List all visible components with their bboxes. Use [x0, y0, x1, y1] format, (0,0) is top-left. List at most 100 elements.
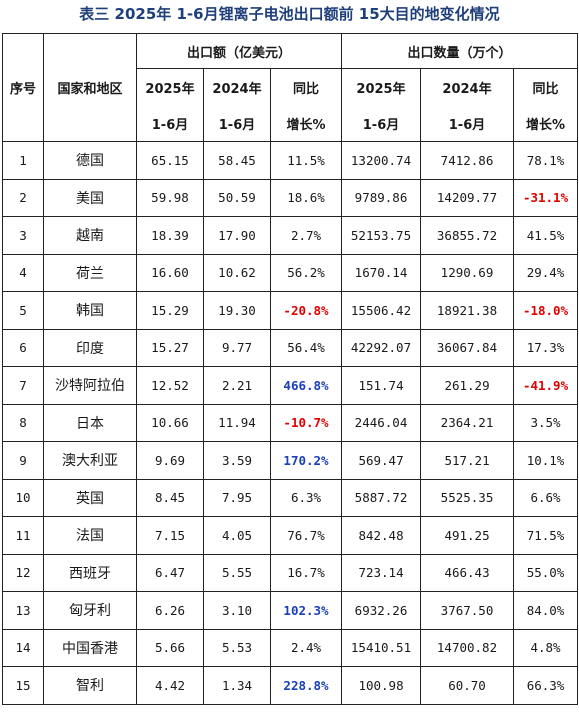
quantity-2024: 3767.50	[420, 591, 515, 630]
quantity-2025: 151.74	[341, 366, 422, 405]
quantity-2024: 5525.35	[420, 478, 515, 517]
header-quantity-group: 出口数量（万个）	[341, 33, 579, 69]
row-index: 2	[2, 178, 44, 217]
header-qty-yoy-unit: 增长%	[513, 105, 579, 142]
quantity-2025: 6932.26	[341, 591, 422, 630]
quantity-2025: 5887.72	[341, 478, 422, 517]
header-amount-2024-period: 1-6月	[203, 105, 271, 142]
quantity-2024: 60.70	[420, 666, 515, 705]
row-index: 12	[2, 553, 44, 592]
table-row: 11 法国 7.15 4.05 76.7% 842.48 491.25 71.5%	[2, 516, 579, 555]
row-index: 7	[2, 366, 44, 405]
row-index: 6	[2, 328, 44, 367]
header-qty-2025-period: 1-6月	[341, 105, 422, 142]
amount-yoy: 16.7%	[269, 553, 343, 592]
row-index: 9	[2, 441, 44, 480]
amount-yoy: -10.7%	[269, 403, 343, 442]
quantity-2025: 9789.86	[341, 178, 422, 217]
header-amount-2025: 2025年	[136, 68, 204, 105]
amount-2024: 3.10	[203, 591, 271, 630]
amount-yoy: 102.3%	[269, 591, 343, 630]
quantity-yoy-value: 84.0%	[526, 602, 565, 618]
quantity-2025: 42292.07	[341, 328, 422, 367]
quantity-yoy-value: 66.3%	[526, 677, 565, 693]
row-index: 14	[2, 628, 44, 667]
amount-yoy: 56.4%	[269, 328, 343, 367]
region-name: 匈牙利	[43, 591, 137, 630]
region-name: 澳大利亚	[43, 441, 137, 480]
table-row: 5 韩国 15.29 19.30 -20.8% 15506.42 18921.38 -18.0…	[2, 291, 579, 330]
amount-yoy-value: 18.6%	[287, 190, 325, 206]
amount-yoy: 6.3%	[269, 478, 343, 517]
row-index: 8	[2, 403, 44, 442]
amount-yoy: 11.5%	[269, 141, 343, 180]
header-region: 国家和地区	[43, 33, 137, 142]
quantity-yoy-value: 3.5%	[530, 415, 561, 431]
amount-yoy: 228.8%	[269, 666, 343, 705]
amount-yoy-value: 11.5%	[287, 152, 325, 168]
region-name: 德国	[43, 141, 137, 180]
export-table: 序号 国家和地区 出口额（亿美元） 出口数量（万个） 2025年 2024年 同…	[2, 33, 579, 705]
row-index: 5	[2, 291, 44, 330]
quantity-yoy: 55.0%	[513, 553, 579, 592]
header-amount-yoy: 同比	[269, 68, 343, 105]
region-name: 智利	[43, 666, 137, 705]
quantity-yoy-value: -31.1%	[522, 190, 569, 206]
amount-yoy-value: -10.7%	[283, 415, 329, 431]
row-index: 3	[2, 216, 44, 255]
header-amount-2024: 2024年	[203, 68, 271, 105]
region-name: 西班牙	[43, 553, 137, 592]
quantity-2024: 36855.72	[420, 216, 515, 255]
quantity-yoy: 71.5%	[513, 516, 579, 555]
quantity-yoy-value: 4.8%	[530, 640, 561, 656]
region-name: 韩国	[43, 291, 137, 330]
quantity-yoy: 41.5%	[513, 216, 579, 255]
amount-2025: 65.15	[136, 141, 204, 180]
amount-yoy-value: 466.8%	[283, 377, 329, 393]
row-index: 15	[2, 666, 44, 705]
amount-2025: 16.60	[136, 253, 204, 292]
table-row: 12 西班牙 6.47 5.55 16.7% 723.14 466.43 55.0%	[2, 553, 579, 592]
quantity-2024: 2364.21	[420, 403, 515, 442]
amount-2024: 10.62	[203, 253, 271, 292]
quantity-2025: 723.14	[341, 553, 422, 592]
table-row: 14 中国香港 5.66 5.53 2.4% 15410.51 14700.82 4.8%	[2, 628, 579, 667]
amount-2024: 3.59	[203, 441, 271, 480]
amount-2024: 9.77	[203, 328, 271, 367]
amount-2024: 50.59	[203, 178, 271, 217]
quantity-2024: 517.21	[420, 441, 515, 480]
table-row: 13 匈牙利 6.26 3.10 102.3% 6932.26 3767.50 84.0%	[2, 591, 579, 630]
amount-yoy: 170.2%	[269, 441, 343, 480]
region-name: 日本	[43, 403, 137, 442]
quantity-yoy: 17.3%	[513, 328, 579, 367]
quantity-yoy: 78.1%	[513, 141, 579, 180]
quantity-2025: 52153.75	[341, 216, 422, 255]
amount-yoy-value: 2.7%	[290, 227, 322, 243]
amount-2025: 15.29	[136, 291, 204, 330]
amount-2025: 7.15	[136, 516, 204, 555]
region-name: 中国香港	[43, 628, 137, 667]
quantity-2025: 13200.74	[341, 141, 422, 180]
quantity-2024: 466.43	[420, 553, 515, 592]
quantity-yoy: 66.3%	[513, 666, 579, 705]
quantity-yoy: 84.0%	[513, 591, 579, 630]
quantity-2025: 1670.14	[341, 253, 422, 292]
table-title: 表三 2025年 1-6月锂离子电池出口额前 15大目的地变化情况	[79, 5, 500, 23]
quantity-yoy: -18.0%	[513, 291, 579, 330]
amount-2024: 58.45	[203, 141, 271, 180]
table-row: 8 日本 10.66 11.94 -10.7% 2446.04 2364.21 3.5%	[2, 403, 579, 442]
quantity-yoy: 6.6%	[513, 478, 579, 517]
header-qty-yoy: 同比	[513, 68, 579, 105]
quantity-yoy: 4.8%	[513, 628, 579, 667]
quantity-yoy: 29.4%	[513, 253, 579, 292]
quantity-2024: 261.29	[420, 366, 515, 405]
amount-yoy-value: 76.7%	[287, 527, 325, 543]
region-name: 印度	[43, 328, 137, 367]
header-qty-2024-period: 1-6月	[420, 105, 515, 142]
amount-2024: 19.30	[203, 291, 271, 330]
amount-yoy-value: 56.4%	[287, 340, 325, 356]
quantity-yoy-value: -18.0%	[522, 302, 569, 318]
quantity-2025: 2446.04	[341, 403, 422, 442]
amount-yoy-value: 6.3%	[290, 490, 322, 506]
row-index: 13	[2, 591, 44, 630]
